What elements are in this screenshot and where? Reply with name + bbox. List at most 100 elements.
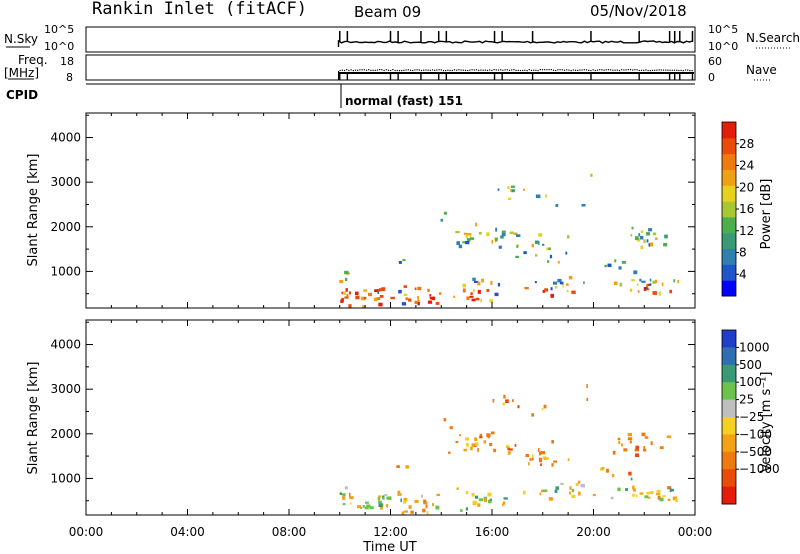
power-cell [516, 245, 519, 248]
velocity-cell [408, 505, 412, 509]
freq-point [500, 69, 502, 71]
velocity-colorbar-swatch [722, 382, 736, 401]
velocity-cell [656, 489, 661, 494]
freq-point [577, 69, 579, 71]
nsky-tick-top: 10^5 [44, 23, 74, 36]
freq-point [517, 69, 519, 71]
velocity-colorbar-tick-label: 100 [739, 375, 762, 389]
power-cell [339, 280, 344, 284]
power-cell [417, 302, 420, 306]
freq-point [610, 69, 612, 71]
power-cell [466, 296, 470, 300]
freq-point [592, 69, 594, 71]
velocity-cell [627, 437, 633, 441]
freq-point [407, 69, 409, 71]
freq-point [396, 69, 398, 72]
power-cell [500, 235, 504, 239]
power-cell [590, 173, 593, 177]
power-cell [652, 232, 657, 236]
cpid-mode-text: normal (fast) 151 [345, 94, 463, 108]
power-cell [619, 282, 623, 287]
velocity-cell [471, 493, 475, 497]
velocity-cell [449, 426, 453, 430]
freq-point [632, 69, 634, 71]
power-cell [355, 291, 359, 296]
freq-point [385, 69, 387, 71]
power-cell [550, 287, 553, 291]
freq-point [583, 69, 585, 71]
freq-point [431, 69, 434, 71]
velocity-axes: 1000 2000 3000 4000 [50, 320, 696, 515]
power-cell [645, 232, 651, 236]
freq-point [438, 69, 440, 71]
velocity-cell [479, 433, 483, 438]
power-cell [583, 281, 585, 285]
velocity-cell [397, 493, 402, 496]
power-colorbar-tick-label: 28 [739, 137, 754, 151]
freq-point [621, 69, 623, 71]
power-cell [501, 232, 506, 237]
power-cell [538, 233, 543, 237]
freq-point [425, 69, 427, 71]
velocity-colorbar-tick-label: −500 [739, 445, 772, 459]
velocity-cell [551, 463, 554, 467]
power-cell [498, 245, 502, 249]
power-cell [629, 288, 633, 292]
power-cell [398, 289, 402, 294]
velocity-cell [507, 451, 511, 455]
power-cell [398, 261, 402, 264]
power-cell [360, 296, 366, 301]
power-cell [414, 300, 418, 304]
power-cell [567, 235, 570, 239]
velocity-cell [465, 507, 468, 511]
power-y-tick-label: 3000 [50, 175, 81, 189]
power-cell [547, 260, 550, 263]
freq-point [473, 69, 475, 71]
freq-point [526, 70, 528, 72]
power-cell [614, 259, 617, 263]
freq-point [667, 69, 669, 71]
power-cell [477, 281, 481, 286]
velocity-cell [666, 435, 672, 439]
freq-point [346, 69, 348, 71]
power-cell [477, 290, 481, 294]
freq-point [447, 69, 449, 71]
freq-point [427, 69, 429, 71]
velocity-cell [342, 496, 346, 500]
velocity-cell [635, 445, 639, 450]
power-cell [453, 295, 456, 299]
freq-point [456, 69, 458, 71]
freq-point [440, 69, 442, 71]
power-cell [516, 234, 521, 237]
velocity-cell [555, 486, 559, 490]
velocity-cell [621, 443, 623, 447]
power-axes: 1000 2000 3000 4000 [50, 113, 696, 308]
velocity-cell [380, 506, 383, 510]
freq-point [645, 69, 647, 71]
freq-point [374, 69, 376, 71]
velocity-cell [578, 491, 581, 496]
freq-point [546, 69, 548, 71]
velocity-cell [531, 413, 534, 417]
freq-point [537, 69, 539, 72]
velocity-cell [477, 503, 481, 507]
freq-point [689, 70, 691, 72]
velocity-cell [647, 496, 651, 499]
freq-point [486, 69, 489, 71]
freq-point [398, 70, 401, 72]
freq-point [559, 69, 561, 71]
freq-point [387, 69, 390, 71]
velocity-cell [531, 457, 534, 461]
velocity-cell [577, 480, 581, 484]
power-panel-frame [85, 112, 696, 309]
power-cell [649, 283, 652, 286]
velocity-cell [586, 384, 588, 388]
freq-point [469, 69, 471, 71]
power-cell [470, 237, 475, 240]
power-colorbar-swatch [722, 153, 736, 170]
freq-trace [337, 69, 694, 80]
velocity-cell [575, 482, 579, 486]
power-colorbar-swatch [722, 201, 736, 218]
freq-point [350, 69, 352, 71]
velocity-colorbar-swatch [722, 451, 736, 470]
